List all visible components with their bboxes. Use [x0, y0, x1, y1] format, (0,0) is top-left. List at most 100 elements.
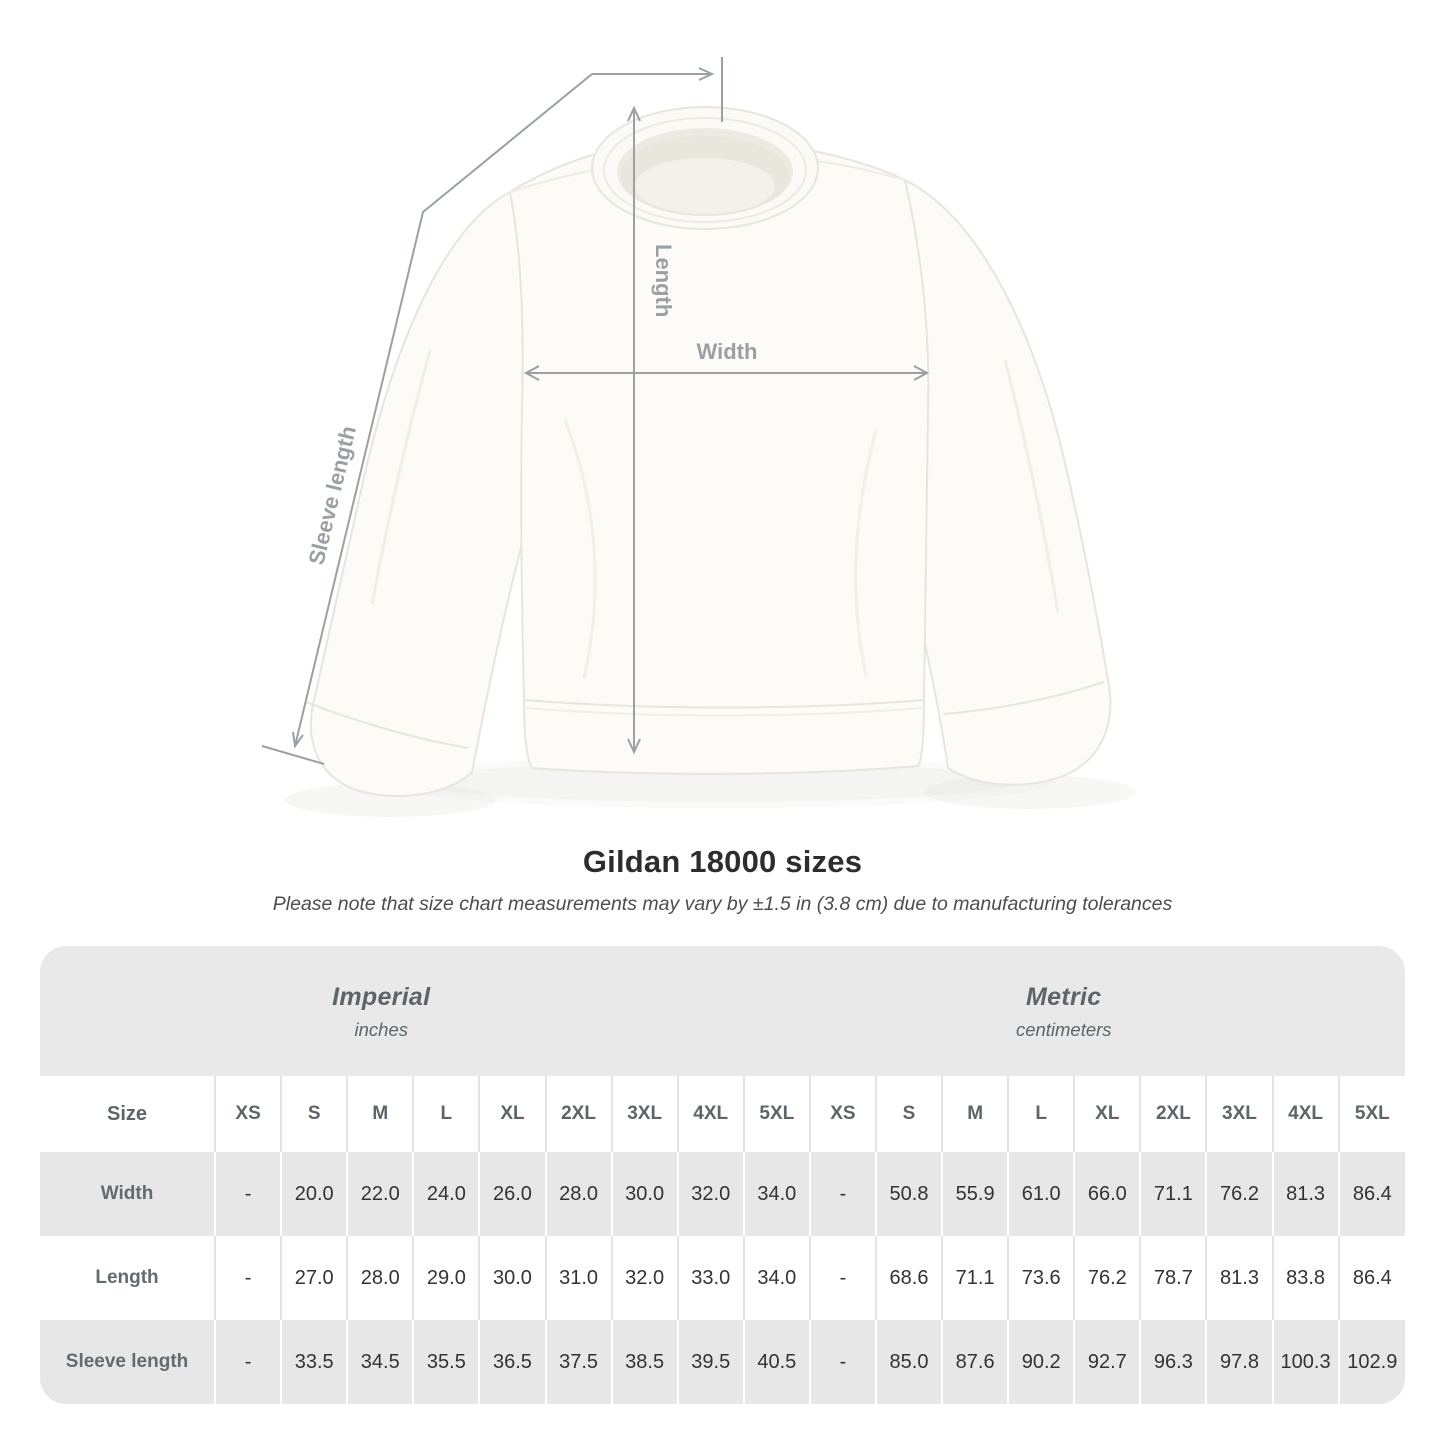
size-value-cell: 37.5 — [544, 1320, 612, 1404]
size-table: Imperial inches Metric centimeters Size … — [40, 946, 1405, 1404]
size-value-cell: 81.3 — [1271, 1152, 1339, 1236]
size-value-cell: 78.7 — [1139, 1236, 1207, 1320]
table-row-length: Length - 27.0 28.0 29.0 30.0 31.0 32.0 3… — [40, 1236, 1405, 1320]
size-value-cell: 27.0 — [280, 1236, 348, 1320]
size-column-header: 4XL — [1271, 1076, 1339, 1152]
unit-system-header-band: Imperial inches Metric centimeters — [40, 946, 1405, 1076]
size-value-cell: 73.6 — [1007, 1236, 1075, 1320]
size-value-cell: 29.0 — [412, 1236, 480, 1320]
arrowhead-up-icon — [627, 105, 641, 122]
size-column-header: 5XL — [1337, 1076, 1405, 1152]
size-corner-header: Size — [107, 1102, 148, 1125]
arrowhead-right-icon — [913, 365, 930, 381]
size-value-cell: 71.1 — [941, 1236, 1009, 1320]
imperial-title: Imperial — [332, 983, 431, 1011]
size-value-cell: 36.5 — [478, 1320, 546, 1404]
size-value-cell: 40.5 — [742, 1320, 810, 1404]
page-title: Gildan 18000 sizes — [582, 844, 863, 879]
size-column-header: XS — [808, 1076, 876, 1152]
size-value-cell: - — [214, 1320, 282, 1404]
measurement-lines — [261, 57, 930, 765]
size-value-cell: 32.0 — [676, 1152, 744, 1236]
size-values-table: Size XS S M L XL 2XL 3XL 4XL 5XL XS S M … — [40, 1076, 1405, 1404]
size-column-header: L — [412, 1076, 480, 1152]
row-label: Length — [95, 1267, 159, 1288]
size-column-header: M — [941, 1076, 1009, 1152]
arrowhead-down-icon — [627, 738, 641, 755]
size-value-cell: 90.2 — [1007, 1320, 1075, 1404]
arrowhead-down-icon — [292, 731, 304, 749]
size-column-header: 4XL — [676, 1076, 744, 1152]
sweatshirt-illustration: Length Width Sleeve length — [261, 57, 1112, 797]
size-value-cell: 20.0 — [280, 1152, 348, 1236]
imperial-unit: inches — [354, 1019, 408, 1040]
size-value-cell: 86.4 — [1337, 1152, 1405, 1236]
size-value-cell: - — [214, 1236, 282, 1320]
size-value-cell: 38.5 — [610, 1320, 678, 1404]
size-value-cell: 100.3 — [1271, 1320, 1339, 1404]
size-value-cell: - — [808, 1320, 876, 1404]
size-value-cell: 97.8 — [1205, 1320, 1273, 1404]
size-value-cell: 87.6 — [941, 1320, 1009, 1404]
size-value-cell: 34.5 — [346, 1320, 414, 1404]
metric-header: Metric centimeters — [723, 946, 1406, 1076]
size-column-header: S — [280, 1076, 348, 1152]
size-column-header: XS — [214, 1076, 282, 1152]
size-value-cell: 34.0 — [742, 1236, 810, 1320]
size-value-cell: 76.2 — [1073, 1236, 1141, 1320]
tolerance-note: Please note that size chart measurements… — [272, 893, 1173, 915]
size-value-cell: 61.0 — [1007, 1152, 1075, 1236]
size-value-cell: 83.8 — [1271, 1236, 1339, 1320]
size-column-header: 3XL — [610, 1076, 678, 1152]
table-row-width: Width - 20.0 22.0 24.0 26.0 28.0 30.0 32… — [40, 1152, 1405, 1236]
table-row-sleeve-length: Sleeve length - 33.5 34.5 35.5 36.5 37.5… — [40, 1320, 1405, 1404]
sleeve-measure-diagonal — [294, 73, 593, 747]
size-value-cell: 76.2 — [1205, 1152, 1273, 1236]
row-label: Sleeve length — [65, 1351, 189, 1372]
sleeve-measure-base-tick — [261, 745, 325, 765]
arrowhead-right-icon — [698, 67, 715, 81]
size-column-header: XL — [1073, 1076, 1141, 1152]
size-value-cell: 34.0 — [742, 1152, 810, 1236]
size-value-cell: 86.4 — [1337, 1236, 1405, 1320]
imperial-header: Imperial inches — [40, 946, 723, 1076]
size-value-cell: 102.9 — [1337, 1320, 1405, 1404]
metric-title: Metric — [1026, 983, 1102, 1011]
size-value-cell: 81.3 — [1205, 1236, 1273, 1320]
size-value-cell: 39.5 — [676, 1320, 744, 1404]
size-value-cell: 26.0 — [478, 1152, 546, 1236]
size-value-cell: 31.0 — [544, 1236, 612, 1320]
size-column-header: 3XL — [1205, 1076, 1273, 1152]
size-value-cell: 66.0 — [1073, 1152, 1141, 1236]
size-value-cell: 33.5 — [280, 1320, 348, 1404]
size-value-cell: 68.6 — [874, 1236, 943, 1320]
size-value-cell: 50.8 — [874, 1152, 943, 1236]
size-value-cell: 96.3 — [1139, 1320, 1207, 1404]
size-value-cell: 92.7 — [1073, 1320, 1141, 1404]
size-column-header: M — [346, 1076, 414, 1152]
size-value-cell: 28.0 — [346, 1236, 414, 1320]
size-value-cell: 85.0 — [874, 1320, 943, 1404]
size-value-cell: 30.0 — [478, 1236, 546, 1320]
size-value-cell: 35.5 — [412, 1320, 480, 1404]
size-value-cell: 32.0 — [610, 1236, 678, 1320]
size-column-header: 2XL — [544, 1076, 612, 1152]
sweatshirt-body — [508, 138, 930, 775]
size-value-cell: 55.9 — [941, 1152, 1009, 1236]
size-value-cell: 24.0 — [412, 1152, 480, 1236]
size-column-header: L — [1007, 1076, 1075, 1152]
size-value-cell: - — [214, 1152, 282, 1236]
size-value-cell: - — [808, 1152, 876, 1236]
sweatshirt-collar — [591, 106, 819, 230]
size-value-cell: - — [808, 1236, 876, 1320]
size-value-cell: 22.0 — [346, 1152, 414, 1236]
metric-unit: centimeters — [1015, 1019, 1112, 1040]
size-column-header: 2XL — [1139, 1076, 1207, 1152]
size-header-row: Size XS S M L XL 2XL 3XL 4XL 5XL XS S M … — [40, 1076, 1405, 1152]
length-measure-label: Length — [651, 244, 676, 317]
size-value-cell: 71.1 — [1139, 1152, 1207, 1236]
arrowhead-left-icon — [523, 365, 540, 381]
size-value-cell: 33.0 — [676, 1236, 744, 1320]
row-label: Width — [100, 1183, 154, 1204]
